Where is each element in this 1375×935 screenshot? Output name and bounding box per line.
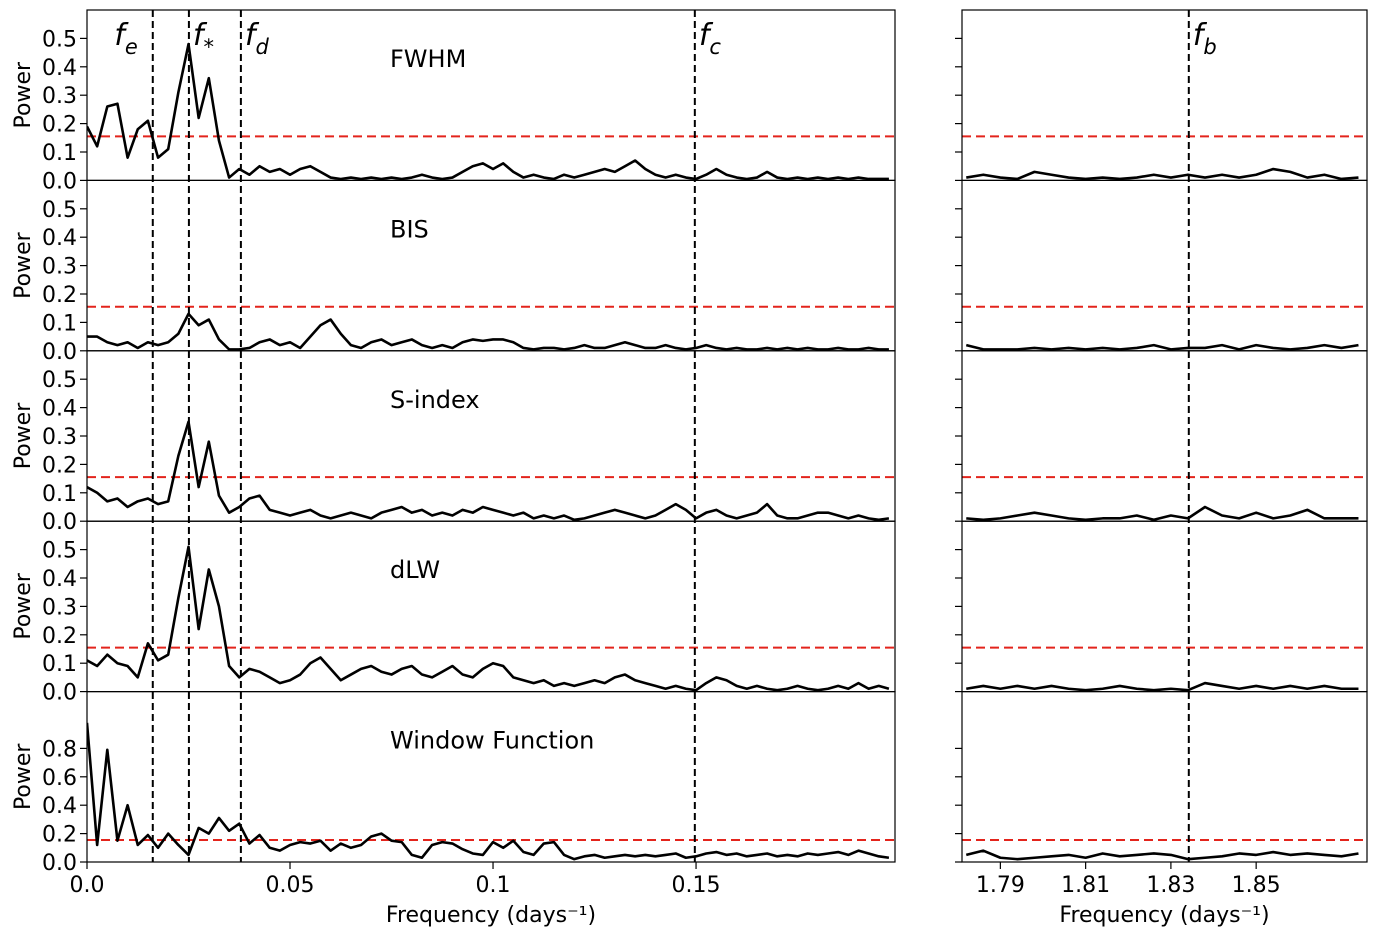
y-tick-label: 0.1: [42, 141, 77, 166]
y-tick-label: 0.3: [42, 84, 77, 109]
periodogram-line: [87, 545, 890, 692]
y-tick-label: 0.5: [42, 198, 77, 223]
x-axis-label: Frequency (days⁻¹): [1059, 903, 1269, 928]
periodogram-line: [87, 42, 889, 181]
x-tick-label: 1.85: [1232, 873, 1281, 898]
y-tick-label: 0.3: [42, 255, 77, 280]
y-tick-label: 0.0: [42, 169, 77, 194]
x-tick-label: 1.83: [1146, 873, 1195, 898]
y-tick-label: 0.4: [42, 226, 77, 251]
y-tick-label: 0.2: [42, 823, 77, 848]
x-axis-label: Frequency (days⁻¹): [386, 903, 596, 928]
y-tick-label: 0.1: [42, 482, 77, 507]
panel-title: Window Function: [390, 727, 594, 755]
periodogram-line: [966, 505, 1359, 522]
y-tick-label: 0.8: [42, 737, 77, 762]
x-tick-label: 0.05: [266, 873, 315, 898]
x-tick-label: 1.81: [1061, 873, 1110, 898]
periodogram-line: [87, 722, 890, 861]
y-axis-label: Power: [11, 61, 36, 128]
y-tick-label: 0.2: [42, 624, 77, 649]
y-tick-label: 0.1: [42, 311, 77, 336]
y-tick-label: 0.4: [42, 567, 77, 592]
y-axis-label: Power: [11, 231, 36, 298]
marker-subscript: e: [125, 35, 138, 59]
marker-subscript: *: [203, 35, 214, 59]
y-tick-label: 0.2: [42, 113, 77, 138]
x-tick-label: 0.1: [476, 873, 511, 898]
panel-title: BIS: [390, 215, 429, 243]
marker-subscript: d: [255, 35, 269, 59]
y-tick-label: 0.5: [42, 539, 77, 564]
marker-label: fc: [699, 18, 722, 59]
y-tick-label: 0.2: [42, 283, 77, 308]
y-tick-label: 0.2: [42, 453, 77, 478]
y-tick-label: 0.0: [42, 510, 77, 535]
y-tick-label: 0.5: [42, 368, 77, 393]
y-tick-label: 0.4: [42, 56, 77, 81]
y-tick-label: 0.4: [42, 794, 77, 819]
periodogram-line: [966, 167, 1359, 181]
panel-frame: [961, 690, 1368, 863]
y-tick-label: 0.1: [42, 652, 77, 677]
y-tick-label: 0.4: [42, 397, 77, 422]
y-tick-label: 0.3: [42, 595, 77, 620]
y-tick-label: 0.0: [42, 340, 77, 365]
periodogram-line: [966, 681, 1359, 692]
y-tick-label: 0.0: [42, 851, 77, 876]
periodogram-line: [965, 849, 1359, 861]
periodogram-line: [965, 343, 1359, 351]
panel-title: dLW: [390, 556, 440, 584]
marker-subscript: c: [709, 35, 721, 59]
y-tick-label: 0.0: [42, 681, 77, 706]
panel-title: S-index: [390, 386, 480, 414]
y-tick-label: 0.5: [42, 27, 77, 52]
x-tick-label: 1.79: [976, 873, 1025, 898]
panel-frame: [86, 690, 896, 863]
marker-subscript: b: [1203, 35, 1216, 59]
y-axis-label: Power: [11, 572, 36, 639]
x-tick-label: 0.0: [70, 873, 105, 898]
x-tick-label: 0.15: [672, 873, 721, 898]
periodogram-line: [87, 312, 889, 351]
y-axis-label: Power: [11, 402, 36, 469]
periodogram-line: [87, 420, 890, 522]
y-tick-label: 0.6: [42, 766, 77, 791]
y-axis-label: Power: [11, 743, 36, 810]
y-tick-label: 0.3: [42, 425, 77, 450]
panel-title: FWHM: [390, 45, 466, 73]
